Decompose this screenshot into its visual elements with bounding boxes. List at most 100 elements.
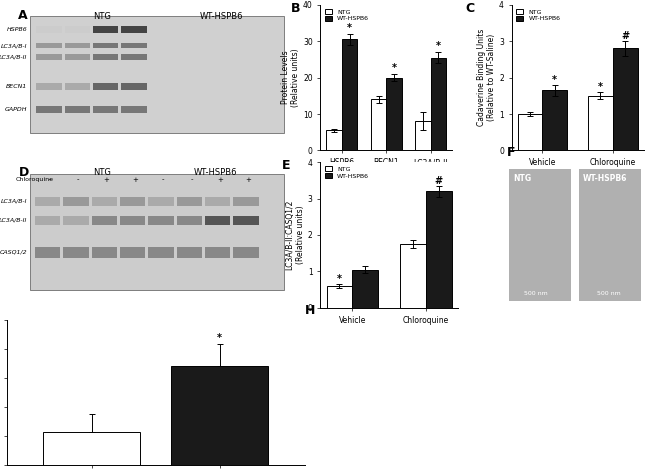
Text: CASQ1/2: CASQ1/2	[0, 250, 27, 255]
FancyBboxPatch shape	[92, 197, 117, 206]
FancyBboxPatch shape	[205, 216, 230, 225]
FancyBboxPatch shape	[177, 216, 202, 225]
FancyBboxPatch shape	[36, 106, 62, 113]
Bar	[342, 39, 358, 150]
Bar	[326, 286, 352, 308]
Legend: NTG, WT-HSPB6: NTG, WT-HSPB6	[324, 8, 370, 23]
Text: +: +	[217, 177, 223, 183]
FancyBboxPatch shape	[120, 197, 145, 206]
Y-axis label: LC3A/B-II:CASQ1/2
(Relative units): LC3A/B-II:CASQ1/2 (Relative units)	[285, 200, 305, 270]
Text: +: +	[103, 177, 109, 183]
Text: E: E	[282, 159, 291, 172]
Bar	[613, 48, 638, 150]
Text: WT-HSPB6: WT-HSPB6	[200, 12, 243, 21]
Text: LC3A/B-I: LC3A/B-I	[1, 43, 27, 48]
Bar	[44, 432, 140, 465]
Text: +: +	[132, 177, 138, 183]
Text: LC3A/B-II: LC3A/B-II	[0, 218, 27, 223]
FancyBboxPatch shape	[233, 216, 259, 225]
Legend: NTG, WT-HSPB6: NTG, WT-HSPB6	[324, 165, 370, 180]
FancyBboxPatch shape	[64, 43, 90, 48]
Text: NTG: NTG	[93, 168, 111, 177]
Text: mcherry-LC3A/B: mcherry-LC3A/B	[454, 324, 510, 330]
Text: -: -	[162, 177, 164, 183]
FancyBboxPatch shape	[233, 197, 259, 206]
Text: -: -	[190, 177, 192, 183]
FancyBboxPatch shape	[36, 26, 62, 33]
FancyBboxPatch shape	[148, 197, 174, 206]
Text: -: -	[77, 177, 79, 183]
Bar	[517, 114, 542, 150]
Text: BECN1: BECN1	[6, 84, 27, 89]
Bar	[326, 130, 342, 150]
Text: *: *	[347, 23, 352, 33]
Text: Merged: Merged	[578, 324, 604, 330]
FancyBboxPatch shape	[64, 26, 90, 33]
FancyBboxPatch shape	[36, 83, 62, 90]
Text: WT-HSPB6: WT-HSPB6	[583, 174, 627, 183]
FancyBboxPatch shape	[177, 197, 202, 206]
Text: H: H	[305, 304, 315, 317]
Bar	[542, 90, 567, 150]
Text: *: *	[436, 41, 441, 51]
FancyBboxPatch shape	[122, 26, 147, 33]
FancyBboxPatch shape	[122, 54, 147, 60]
Text: 500 nm: 500 nm	[525, 291, 548, 296]
FancyBboxPatch shape	[205, 247, 230, 258]
Bar	[171, 366, 268, 465]
FancyBboxPatch shape	[93, 43, 118, 48]
FancyBboxPatch shape	[509, 169, 571, 301]
FancyBboxPatch shape	[63, 216, 88, 225]
FancyBboxPatch shape	[177, 247, 202, 258]
Bar	[588, 96, 613, 150]
Bar	[431, 57, 447, 150]
FancyBboxPatch shape	[92, 247, 117, 258]
Text: LC3A/B-II: LC3A/B-II	[0, 55, 27, 60]
FancyBboxPatch shape	[35, 247, 60, 258]
Text: #: #	[621, 31, 629, 41]
Bar	[352, 270, 378, 308]
FancyBboxPatch shape	[35, 216, 60, 225]
Text: *: *	[391, 63, 396, 73]
FancyBboxPatch shape	[93, 26, 118, 33]
Text: A: A	[18, 9, 28, 22]
Legend: NTG, WT-HSPB6: NTG, WT-HSPB6	[515, 8, 562, 23]
FancyBboxPatch shape	[93, 54, 118, 60]
Text: 500 nm: 500 nm	[597, 291, 621, 296]
FancyBboxPatch shape	[122, 106, 147, 113]
FancyBboxPatch shape	[63, 247, 88, 258]
FancyBboxPatch shape	[63, 197, 88, 206]
Text: B: B	[291, 2, 301, 15]
Bar	[415, 121, 431, 150]
FancyBboxPatch shape	[579, 169, 641, 301]
FancyBboxPatch shape	[31, 16, 284, 133]
Text: *: *	[217, 333, 222, 344]
Bar	[370, 100, 386, 150]
Y-axis label: Cadaverine Binding Units
(Relative to WT-Saline): Cadaverine Binding Units (Relative to WT…	[477, 29, 497, 126]
FancyBboxPatch shape	[64, 106, 90, 113]
Text: GAPDH: GAPDH	[5, 107, 27, 112]
FancyBboxPatch shape	[148, 216, 174, 225]
Text: C: C	[465, 2, 474, 15]
FancyBboxPatch shape	[148, 247, 174, 258]
FancyBboxPatch shape	[31, 174, 284, 290]
Text: NTG: NTG	[93, 12, 111, 21]
Text: WT-HSPB6: WT-HSPB6	[194, 168, 237, 177]
Text: -: -	[49, 177, 51, 183]
Y-axis label: Protein Levels
(Relative units): Protein Levels (Relative units)	[281, 48, 300, 107]
Bar	[426, 191, 452, 308]
Text: *: *	[552, 75, 557, 85]
FancyBboxPatch shape	[35, 197, 60, 206]
FancyBboxPatch shape	[36, 54, 62, 60]
Bar	[400, 244, 426, 308]
Text: D: D	[18, 166, 29, 180]
Text: Chloroquine: Chloroquine	[16, 177, 53, 182]
FancyBboxPatch shape	[233, 247, 259, 258]
FancyBboxPatch shape	[64, 83, 90, 90]
Text: GFP-HSPB6: GFP-HSPB6	[353, 324, 392, 330]
FancyBboxPatch shape	[93, 83, 118, 90]
Text: *: *	[337, 274, 342, 284]
Text: F: F	[508, 146, 516, 159]
Text: +: +	[245, 177, 251, 183]
FancyBboxPatch shape	[93, 106, 118, 113]
